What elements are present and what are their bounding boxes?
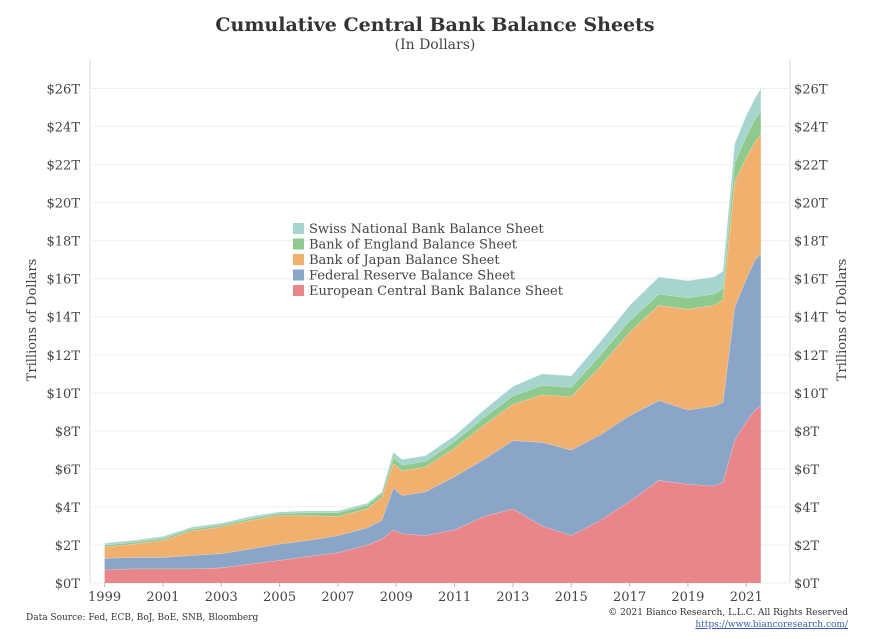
area-series-0 bbox=[104, 406, 761, 583]
x-tick-label: 2019 bbox=[671, 590, 704, 605]
x-tick-label: 2013 bbox=[496, 590, 529, 605]
x-tick-label: 2021 bbox=[730, 590, 763, 605]
y-tick-label-right: $16T bbox=[794, 273, 828, 288]
y-tick-label-left: $22T bbox=[47, 159, 81, 174]
legend-label: Bank of England Balance Sheet bbox=[309, 238, 518, 253]
x-tick-label: 2001 bbox=[146, 590, 179, 605]
y-tick-label-left: $2T bbox=[55, 539, 81, 554]
y-tick-label-left: $24T bbox=[47, 121, 81, 136]
y-tick-label-left: $4T bbox=[55, 501, 81, 516]
data-source-note: Data Source: Fed, ECB, BoJ, BoE, SNB, Bl… bbox=[26, 613, 259, 623]
y-tick-label-left: $16T bbox=[47, 273, 81, 288]
legend-label: European Central Bank Balance Sheet bbox=[309, 284, 564, 299]
legend-label: Federal Reserve Balance Sheet bbox=[309, 269, 516, 284]
y-tick-label-right: $20T bbox=[794, 197, 828, 212]
y-tick-label-left: $14T bbox=[47, 311, 81, 326]
legend-swatch bbox=[293, 223, 304, 234]
x-tick-label: 2017 bbox=[613, 590, 646, 605]
y-tick-label-right: $26T bbox=[794, 83, 828, 98]
y-tick-label-left: $10T bbox=[47, 387, 81, 402]
y-tick-label-left: $18T bbox=[47, 235, 81, 250]
copyright-block: © 2021 Bianco Research, L.L.C. All Right… bbox=[608, 607, 848, 631]
legend-swatch bbox=[293, 238, 304, 250]
y-tick-label-right: $18T bbox=[794, 235, 828, 250]
chart-subtitle: (In Dollars) bbox=[394, 37, 476, 53]
y-tick-label-left: $6T bbox=[55, 463, 81, 478]
x-tick-label: 1999 bbox=[88, 590, 121, 605]
y-tick-label-right: $22T bbox=[794, 159, 828, 174]
legend-swatch bbox=[293, 269, 304, 281]
y-tick-label-right: $14T bbox=[794, 311, 828, 326]
x-tick-label: 2009 bbox=[380, 590, 413, 605]
y-tick-label-right: $10T bbox=[794, 387, 828, 402]
chart-title: Cumulative Central Bank Balance Sheets bbox=[215, 14, 655, 36]
x-axis: 1999 2001 2003 2005 2007 2009 2011 2013 2015 2017… bbox=[88, 583, 763, 605]
y-tick-label-left: $20T bbox=[47, 197, 81, 212]
y-tick-label-right: $0T bbox=[794, 577, 820, 592]
y-axis-label-left: Trillions of Dollars bbox=[25, 259, 40, 382]
area-series-edge bbox=[104, 88, 762, 544]
y-tick-label-left: $8T bbox=[55, 425, 81, 440]
x-tick-label: 2015 bbox=[555, 590, 588, 605]
x-tick-label: 2007 bbox=[321, 590, 354, 605]
x-tick-label: 2003 bbox=[205, 590, 238, 605]
area-series-3 bbox=[104, 111, 761, 547]
y-axis-right: $0T $2T $4T $6T $8T $10T $12T $14T $16T $18T $20T $… bbox=[794, 83, 828, 592]
x-tick-label: 2005 bbox=[263, 590, 296, 605]
area-series-1 bbox=[104, 254, 761, 570]
x-tick-label: 2011 bbox=[438, 590, 471, 605]
legend-label: Swiss National Bank Balance Sheet bbox=[309, 222, 544, 237]
copyright-text: © 2021 Bianco Research, L.L.C. All Right… bbox=[608, 608, 848, 618]
y-tick-label-right: $12T bbox=[794, 349, 828, 364]
y-axis-left: $0T $2T $4T $6T $8T $10T $12T $14T $16T $18T $20T $… bbox=[47, 83, 81, 592]
y-tick-label-right: $6T bbox=[794, 463, 820, 478]
stacked-areas bbox=[104, 88, 762, 583]
y-tick-label-left: $12T bbox=[47, 349, 81, 364]
y-tick-label-right: $8T bbox=[794, 425, 820, 440]
y-tick-label-left: $26T bbox=[47, 83, 81, 98]
area-series-4 bbox=[104, 88, 761, 545]
y-tick-label-left: $0T bbox=[55, 577, 81, 592]
y-tick-label-right: $24T bbox=[794, 121, 828, 136]
legend-label: Bank of Japan Balance Sheet bbox=[309, 253, 500, 268]
area-series-2 bbox=[104, 134, 761, 559]
legend-swatch bbox=[293, 285, 304, 296]
y-tick-label-right: $4T bbox=[794, 501, 820, 516]
y-axis-label-right: Trillions of Dollars bbox=[835, 259, 850, 382]
y-tick-label-right: $2T bbox=[794, 539, 820, 554]
legend-swatch bbox=[293, 254, 304, 265]
website-link[interactable]: https://www.biancoresearch.com/ bbox=[695, 620, 848, 630]
